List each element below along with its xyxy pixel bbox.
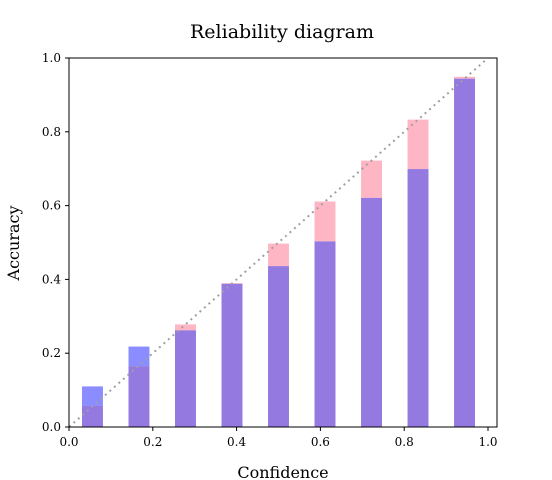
x-tick-label: 0.2 [143, 435, 162, 449]
bar-excess-1 [81, 386, 103, 406]
bar-overlap-5 [268, 266, 289, 427]
bar-overlap-4 [221, 283, 243, 427]
bar-excess-9 [454, 76, 476, 79]
bar-overlap-3 [175, 330, 196, 427]
y-tick-label: 1.0 [42, 51, 61, 65]
x-tick-label: 0.8 [395, 435, 414, 449]
bar-overlap-9 [454, 78, 476, 427]
bar-excess-3 [175, 324, 196, 331]
x-axis-ticks: 0.0 0.2 0.4 0.6 0.8 1.0 [59, 427, 498, 449]
bars-group [81, 76, 476, 427]
y-axis-label: Accuracy [4, 206, 23, 282]
x-axis-label: Confidence [237, 463, 328, 480]
x-tick-label: 0.6 [311, 435, 330, 449]
bar-excess-6 [314, 201, 336, 242]
y-tick-label: 0.6 [42, 199, 61, 213]
bar-excess-8 [407, 119, 429, 170]
bar-excess-7 [361, 160, 382, 198]
y-tick-label: 0.0 [42, 420, 61, 434]
bar-overlap-6 [314, 241, 336, 427]
x-tick-label: 1.0 [478, 435, 497, 449]
x-tick-label: 0.0 [59, 435, 78, 449]
bar-overlap-2 [128, 366, 150, 427]
bar-overlap-8 [407, 169, 429, 427]
x-tick-label: 0.4 [227, 435, 246, 449]
y-tick-label: 0.2 [42, 346, 61, 360]
chart-title: Reliability diagram [190, 21, 374, 43]
y-tick-label: 0.8 [42, 125, 61, 139]
plot-frame [68, 57, 498, 428]
y-axis-ticks: 0.0 0.2 0.4 0.6 0.8 1.0 [42, 51, 69, 434]
bar-overlap-1 [81, 405, 103, 427]
y-tick-label: 0.4 [42, 272, 61, 286]
bar-excess-5 [268, 243, 289, 267]
bar-overlap-7 [361, 197, 382, 427]
bar-excess-2 [128, 346, 150, 367]
